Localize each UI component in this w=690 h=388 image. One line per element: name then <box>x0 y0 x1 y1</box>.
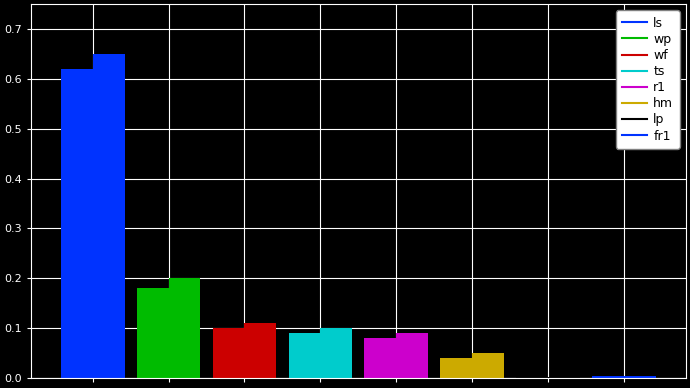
Bar <box>592 376 624 378</box>
Bar <box>137 288 168 378</box>
Bar <box>396 333 428 378</box>
Bar <box>288 333 320 378</box>
Bar <box>168 278 200 378</box>
Bar <box>213 328 244 378</box>
Bar <box>320 328 353 378</box>
Bar <box>61 69 92 378</box>
Bar <box>364 338 396 378</box>
Bar <box>244 323 277 378</box>
Bar <box>92 54 124 378</box>
Bar <box>440 358 472 378</box>
Legend: ls, wp, wf, ts, r1, hm, lp, fr1: ls, wp, wf, ts, r1, hm, lp, fr1 <box>616 10 680 149</box>
Bar <box>472 353 504 378</box>
Bar <box>624 376 656 378</box>
